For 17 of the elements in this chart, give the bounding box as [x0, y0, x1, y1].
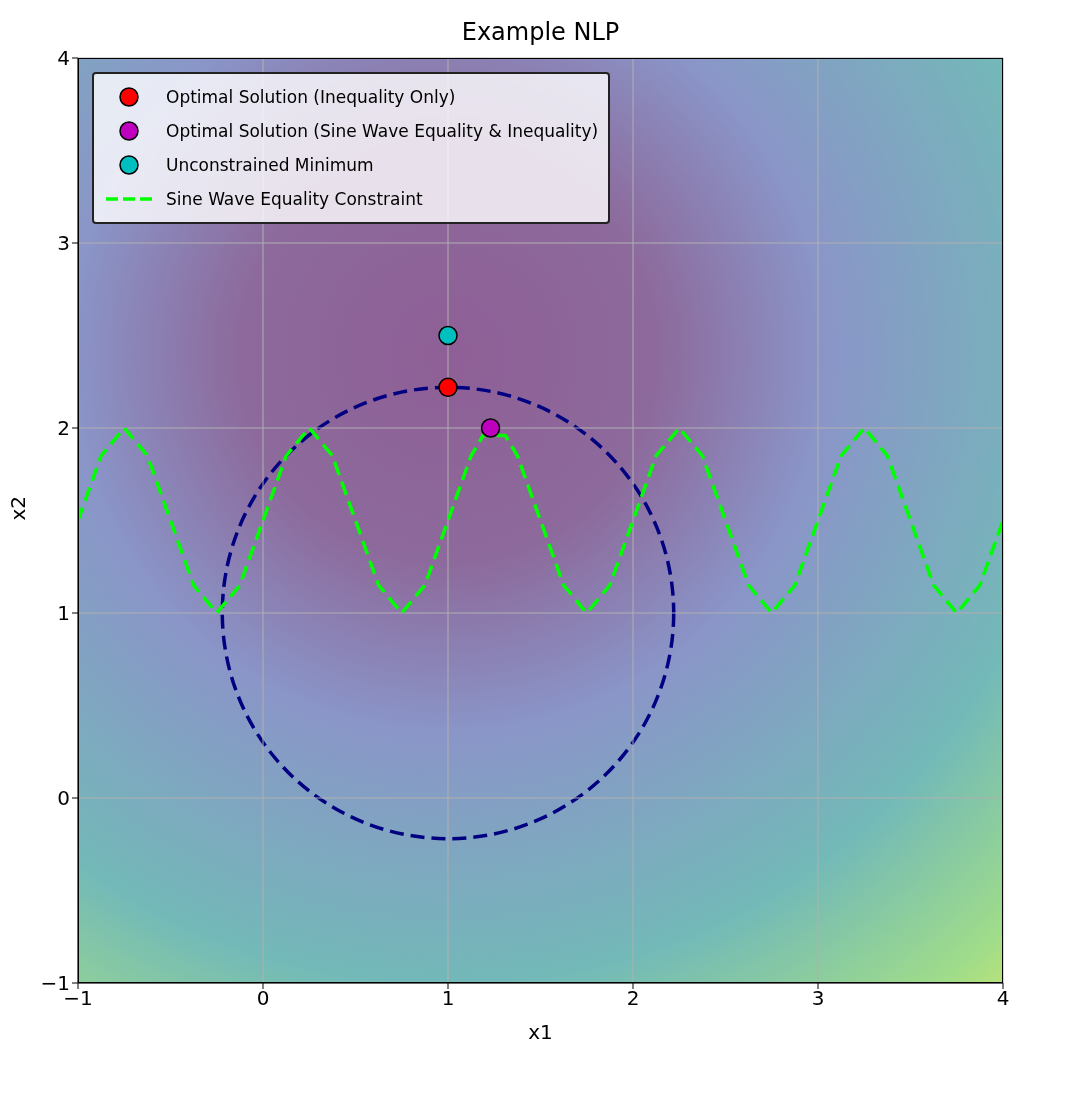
y-tick-label: 3 [57, 231, 70, 256]
x-tick-label: 1 [441, 986, 455, 1011]
x-tick-label: 3 [811, 986, 825, 1011]
chart-title: Example NLP [461, 18, 620, 46]
y-tick-label: 2 [57, 416, 70, 441]
y-tick-label: 4 [57, 46, 70, 71]
y-axis-title: x2 [6, 495, 31, 521]
legend-label: Optimal Solution (Inequality Only) [166, 87, 456, 107]
x-tick-label: 0 [256, 986, 270, 1011]
y-tick-label: 1 [57, 601, 70, 626]
x-tick-label: 4 [996, 986, 1010, 1011]
y-tick-label: 0 [57, 786, 70, 811]
x-axis-title: x1 [528, 1020, 553, 1044]
legend-label: Unconstrained Minimum [166, 155, 374, 175]
legend-label: Optimal Solution (Sine Wave Equality & Inequality) [166, 121, 599, 141]
legend-label: Sine Wave Equality Constraint [166, 189, 423, 209]
x-tick-label: 2 [626, 986, 640, 1011]
